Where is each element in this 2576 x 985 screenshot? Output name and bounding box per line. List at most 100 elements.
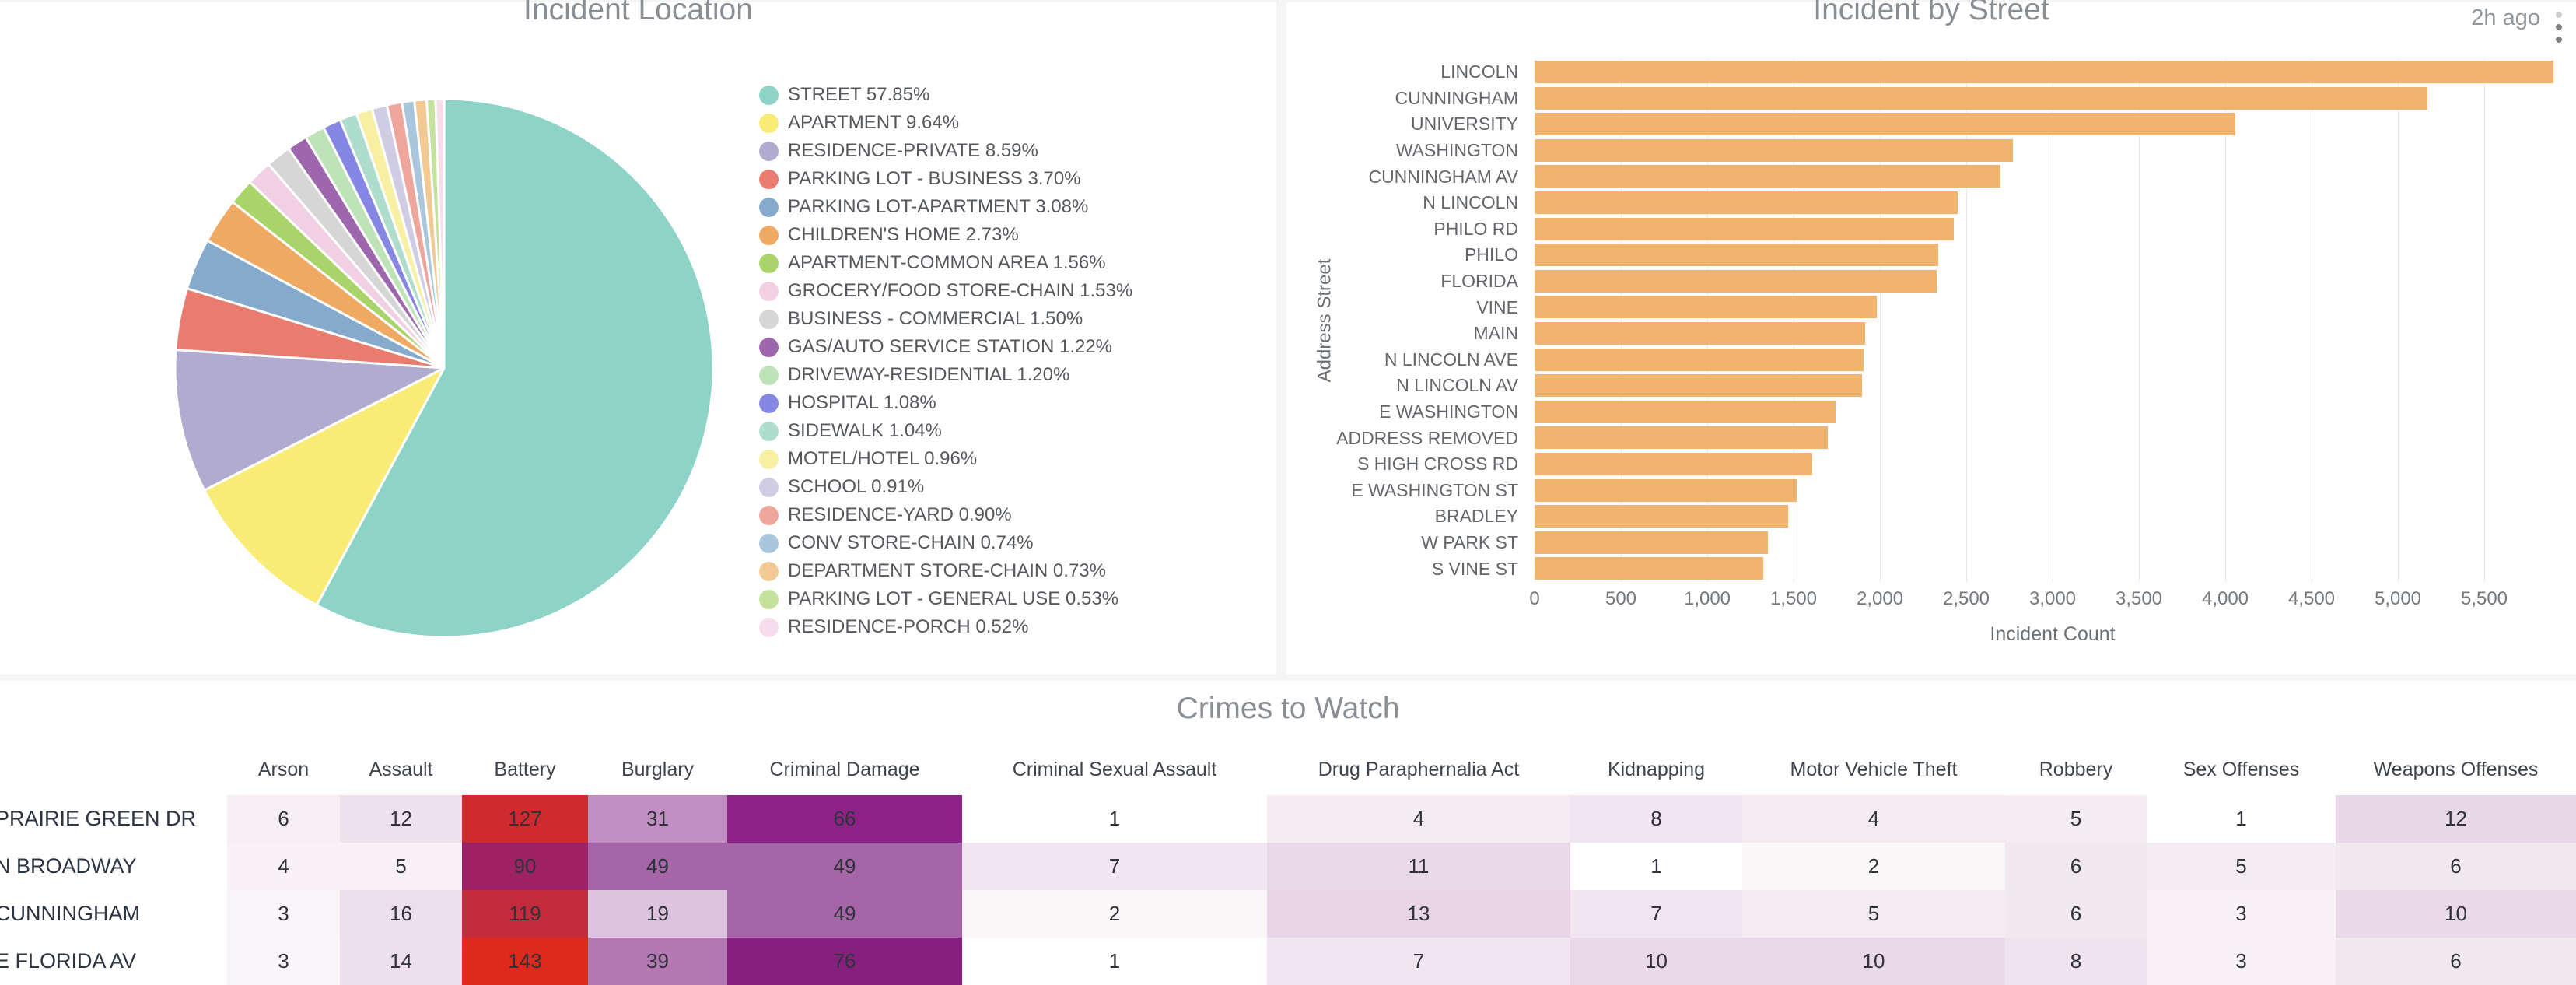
heatmap-cell[interactable]: 39 — [588, 938, 727, 985]
heatmap-cell[interactable]: 14 — [340, 938, 462, 985]
heatmap-cell[interactable]: 76 — [727, 938, 962, 985]
heatmap-cell[interactable]: 13 — [1267, 890, 1570, 938]
column-header[interactable]: Sex Offenses — [2182, 758, 2300, 780]
legend-item[interactable]: GROCERY/FOOD STORE-CHAIN 1.53% — [759, 277, 1132, 305]
bar[interactable] — [1535, 269, 1937, 293]
legend-item[interactable]: STREET 57.85% — [759, 81, 1132, 109]
legend-item[interactable]: APARTMENT 9.64% — [759, 109, 1132, 137]
heatmap-cell[interactable]: 1 — [962, 938, 1267, 985]
bar[interactable] — [1535, 322, 1866, 345]
legend-item[interactable]: HOSPITAL 1.08% — [759, 389, 1132, 417]
column-header[interactable]: Weapons Offenses — [2373, 758, 2539, 780]
legend-item[interactable]: MOTEL/HOTEL 0.96% — [759, 445, 1132, 473]
heatmap-cell[interactable]: 12 — [2336, 795, 2576, 843]
heatmap-cell[interactable]: 7 — [1570, 890, 1742, 938]
bar[interactable] — [1535, 86, 2427, 110]
legend-item[interactable]: BUSINESS - COMMERCIAL 1.50% — [759, 305, 1132, 333]
bar[interactable] — [1535, 426, 1829, 450]
heatmap-cell[interactable]: 4 — [1267, 795, 1570, 843]
pie-slice[interactable] — [315, 97, 715, 639]
legend-item[interactable]: RESIDENCE-PRIVATE 8.59% — [759, 137, 1132, 165]
bar[interactable] — [1535, 400, 1836, 423]
heatmap-cell[interactable]: 3 — [227, 938, 340, 985]
legend-item[interactable]: DRIVEWAY-RESIDENTIAL 1.20% — [759, 361, 1132, 389]
heatmap-cell[interactable]: 66 — [727, 795, 962, 843]
bar[interactable] — [1535, 61, 2553, 83]
heatmap-cell[interactable]: 10 — [1570, 938, 1742, 985]
column-header[interactable]: Burglary — [621, 758, 695, 780]
legend-item[interactable]: CHILDREN'S HOME 2.73% — [759, 221, 1132, 249]
bar[interactable] — [1535, 505, 1789, 528]
bar[interactable] — [1535, 557, 1764, 580]
legend-item[interactable]: RESIDENCE-PORCH 0.52% — [759, 613, 1132, 641]
column-header[interactable]: Criminal Sexual Assault — [1012, 758, 1217, 780]
heatmap-cell[interactable]: 6 — [2336, 938, 2576, 985]
bar[interactable] — [1535, 138, 2013, 162]
heatmap-cell[interactable]: 12 — [340, 795, 462, 843]
heatmap-cell[interactable]: 5 — [2147, 843, 2336, 890]
heatmap-cell[interactable]: 1 — [1570, 843, 1742, 890]
column-header[interactable]: Kidnapping — [1607, 758, 1706, 780]
heatmap-cell[interactable]: 2 — [962, 890, 1267, 938]
legend-item[interactable]: DEPARTMENT STORE-CHAIN 0.73% — [759, 557, 1132, 585]
bar[interactable] — [1535, 217, 1955, 240]
column-header[interactable]: Battery — [494, 758, 556, 780]
heatmap-cell[interactable]: 5 — [1742, 890, 2005, 938]
heatmap-cell[interactable]: 10 — [1742, 938, 2005, 985]
bar[interactable] — [1535, 374, 1862, 398]
heatmap-cell[interactable]: 4 — [1742, 795, 2005, 843]
column-header[interactable]: Criminal Damage — [769, 758, 920, 780]
legend-item[interactable]: SIDEWALK 1.04% — [759, 417, 1132, 445]
column-header[interactable]: Assault — [369, 758, 433, 780]
heatmap-cell[interactable]: 127 — [462, 795, 588, 843]
heatmap-cell[interactable]: 11 — [1267, 843, 1570, 890]
pie-slice[interactable] — [173, 349, 446, 492]
heatmap-cell[interactable]: 90 — [462, 843, 588, 890]
heatmap-cell[interactable]: 7 — [1267, 938, 1570, 985]
heatmap-cell[interactable]: 3 — [2147, 890, 2336, 938]
heatmap-cell[interactable]: 49 — [727, 843, 962, 890]
heatmap-cell[interactable]: 6 — [2005, 890, 2147, 938]
column-header[interactable]: Robbery — [2039, 758, 2113, 780]
heatmap-cell[interactable]: 3 — [227, 890, 340, 938]
legend-item[interactable]: GAS/AUTO SERVICE STATION 1.22% — [759, 333, 1132, 361]
heatmap-cell[interactable]: 5 — [340, 843, 462, 890]
heatmap-cell[interactable]: 6 — [227, 795, 340, 843]
legend-item[interactable]: CONV STORE-CHAIN 0.74% — [759, 529, 1132, 557]
heatmap-cell[interactable]: 119 — [462, 890, 588, 938]
heatmap-cell[interactable]: 143 — [462, 938, 588, 985]
legend-item[interactable]: PARKING LOT - BUSINESS 3.70% — [759, 165, 1132, 193]
heatmap-cell[interactable]: 8 — [2005, 938, 2147, 985]
heatmap-cell[interactable]: 7 — [962, 843, 1267, 890]
heatmap-cell[interactable]: 8 — [1570, 795, 1742, 843]
heatmap-cell[interactable]: 5 — [2005, 795, 2147, 843]
legend-item[interactable]: PARKING LOT - GENERAL USE 0.53% — [759, 585, 1132, 613]
bar[interactable] — [1535, 244, 1939, 267]
bar[interactable] — [1535, 348, 1864, 371]
heatmap-cell[interactable]: 19 — [588, 890, 727, 938]
heatmap-cell[interactable]: 6 — [2005, 843, 2147, 890]
bar[interactable] — [1535, 478, 1797, 502]
column-header[interactable]: Drug Paraphernalia Act — [1318, 758, 1520, 780]
heatmap-cell[interactable]: 4 — [227, 843, 340, 890]
heatmap-cell[interactable]: 1 — [962, 795, 1267, 843]
legend-item[interactable]: RESIDENCE-YARD 0.90% — [759, 501, 1132, 529]
legend-item[interactable]: APARTMENT-COMMON AREA 1.56% — [759, 249, 1132, 277]
heatmap-cell[interactable]: 10 — [2336, 890, 2576, 938]
heatmap-cell[interactable]: 1 — [2147, 795, 2336, 843]
heatmap-cell[interactable]: 49 — [588, 843, 727, 890]
column-header[interactable]: Motor Vehicle Theft — [1790, 758, 1958, 780]
bar[interactable] — [1535, 453, 1813, 475]
column-header[interactable]: Arson — [257, 758, 310, 780]
heatmap-cell[interactable]: 31 — [588, 795, 727, 843]
bar[interactable] — [1535, 191, 1958, 214]
bar[interactable] — [1535, 165, 2001, 188]
bar[interactable] — [1535, 296, 1877, 319]
heatmap-cell[interactable]: 3 — [2147, 938, 2336, 985]
heatmap-cell[interactable]: 2 — [1742, 843, 2005, 890]
bar[interactable] — [1535, 113, 2236, 136]
bar[interactable] — [1535, 531, 1768, 554]
heatmap-cell[interactable]: 16 — [340, 890, 462, 938]
heatmap-cell[interactable]: 49 — [727, 890, 962, 938]
kebab-menu-icon[interactable] — [2550, 10, 2568, 44]
